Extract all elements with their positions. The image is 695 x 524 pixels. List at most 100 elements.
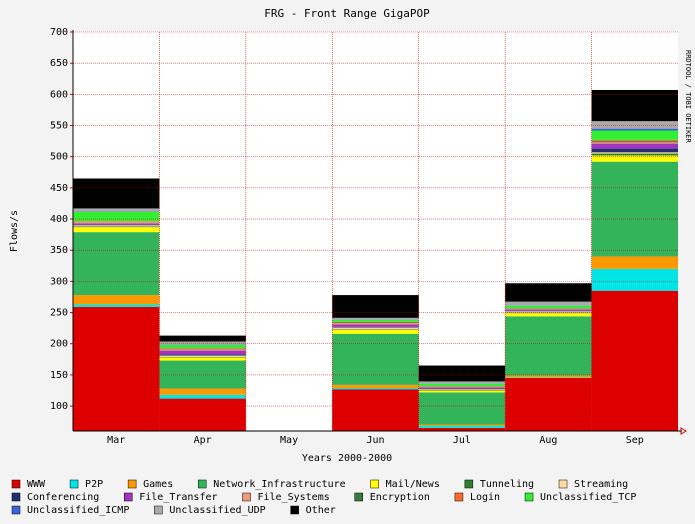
bar-segment <box>591 268 678 291</box>
legend-swatch <box>123 492 133 502</box>
bar-segment <box>159 388 246 395</box>
bar-segment <box>159 398 246 431</box>
bar-segment <box>591 155 678 162</box>
bar-segment <box>591 152 678 154</box>
bar-segment <box>505 301 592 306</box>
legend-swatch <box>127 479 137 489</box>
bar-segment <box>332 384 419 388</box>
y-axis-label: Flows/s <box>9 210 20 252</box>
legend-label: Other <box>306 505 336 516</box>
bar-segment <box>591 139 678 142</box>
y-tick-label: 500 <box>50 152 68 163</box>
watermark: RRDTOOL / TOBI OETIKER <box>684 50 692 144</box>
x-tick-label: Aug <box>539 435 557 446</box>
bar-segment <box>73 178 160 209</box>
bar-segment <box>159 349 246 351</box>
bar-segment <box>418 389 506 391</box>
bar-segment <box>332 330 419 334</box>
legend-swatch <box>558 479 568 489</box>
legend-label: Conferencing <box>27 492 99 503</box>
bar-segment <box>332 333 419 385</box>
bar-segment <box>591 89 678 122</box>
bar-segment <box>505 305 592 309</box>
legend-swatch <box>464 479 474 489</box>
bar-segment <box>73 211 160 222</box>
bar-segment <box>73 306 160 431</box>
bar-segment <box>505 311 592 313</box>
bar-segment <box>332 387 419 390</box>
bar-segment <box>159 355 246 357</box>
bar-segment <box>418 392 506 425</box>
legend-swatch <box>524 492 534 502</box>
bar-segment <box>418 426 506 428</box>
bar-segment <box>418 424 506 427</box>
bar-segment <box>332 295 419 318</box>
bar-segment <box>505 308 592 310</box>
bar-segment <box>159 394 246 399</box>
bar-segment <box>159 356 246 358</box>
x-tick-label: Jul <box>453 435 471 446</box>
bar-segment <box>73 295 160 305</box>
bar-segment <box>591 142 678 144</box>
bar-segment <box>332 389 419 431</box>
bar-segment <box>591 290 678 431</box>
bar-segment <box>505 378 592 431</box>
bar-segment <box>159 354 246 356</box>
y-tick-label: 100 <box>50 401 68 412</box>
bar-segment <box>505 316 592 376</box>
y-tick-label: 550 <box>50 121 68 132</box>
bar-segment <box>73 224 160 226</box>
bar-segment <box>159 335 246 342</box>
bar-segment <box>332 324 419 327</box>
legend-swatch <box>290 505 299 515</box>
legend-label: File_Transfer <box>139 492 217 503</box>
legend-label: P2P <box>85 479 103 490</box>
bar-segment <box>73 223 160 225</box>
y-tick-label: 200 <box>50 339 68 350</box>
bar-segment <box>73 222 160 224</box>
bar-segment <box>159 344 246 349</box>
y-tick-label: 250 <box>50 308 68 319</box>
legend-label: File_Systems <box>258 492 330 503</box>
bar-segment <box>505 309 592 311</box>
y-tick-label: 350 <box>50 245 68 256</box>
legend-swatch <box>11 492 21 502</box>
bar-segment <box>418 387 506 389</box>
bar-segment <box>418 381 506 384</box>
bar-segment <box>591 148 678 153</box>
legend-swatch <box>370 479 379 489</box>
bar-segment <box>332 321 419 323</box>
legend-swatch <box>69 479 79 489</box>
bar-segment <box>418 365 506 382</box>
x-tick-label: Jun <box>366 435 384 446</box>
bar-segment <box>591 141 678 143</box>
legend-label: Unclassified_TCP <box>540 492 636 503</box>
legend-swatch <box>154 505 163 515</box>
bar-segment <box>591 256 678 269</box>
bar-segment <box>505 377 592 379</box>
bar-segment <box>505 375 592 378</box>
bar-segment <box>73 208 160 212</box>
legend-label: Mail/News <box>386 479 440 490</box>
legend-label: Tunneling <box>480 479 534 490</box>
legend-label: Login <box>470 492 500 503</box>
bar-segment <box>332 326 419 328</box>
bar-segment <box>73 304 160 307</box>
bar-segment <box>159 360 246 389</box>
bar-segment <box>591 130 678 140</box>
bar-segment <box>505 312 592 314</box>
legend-label: Network_Infrastructure <box>213 479 345 490</box>
legend-swatch <box>11 479 21 489</box>
x-tick-label: Apr <box>194 435 212 446</box>
x-tick-label: Sep <box>626 435 644 446</box>
legend-swatch <box>454 492 464 502</box>
bar-segment <box>505 283 592 302</box>
legend-swatch <box>242 492 251 502</box>
legend-swatch <box>197 479 207 489</box>
bar-segment <box>332 317 419 320</box>
bar-segment <box>73 221 160 222</box>
bar-segment <box>418 383 506 387</box>
bar-segment <box>73 226 160 228</box>
